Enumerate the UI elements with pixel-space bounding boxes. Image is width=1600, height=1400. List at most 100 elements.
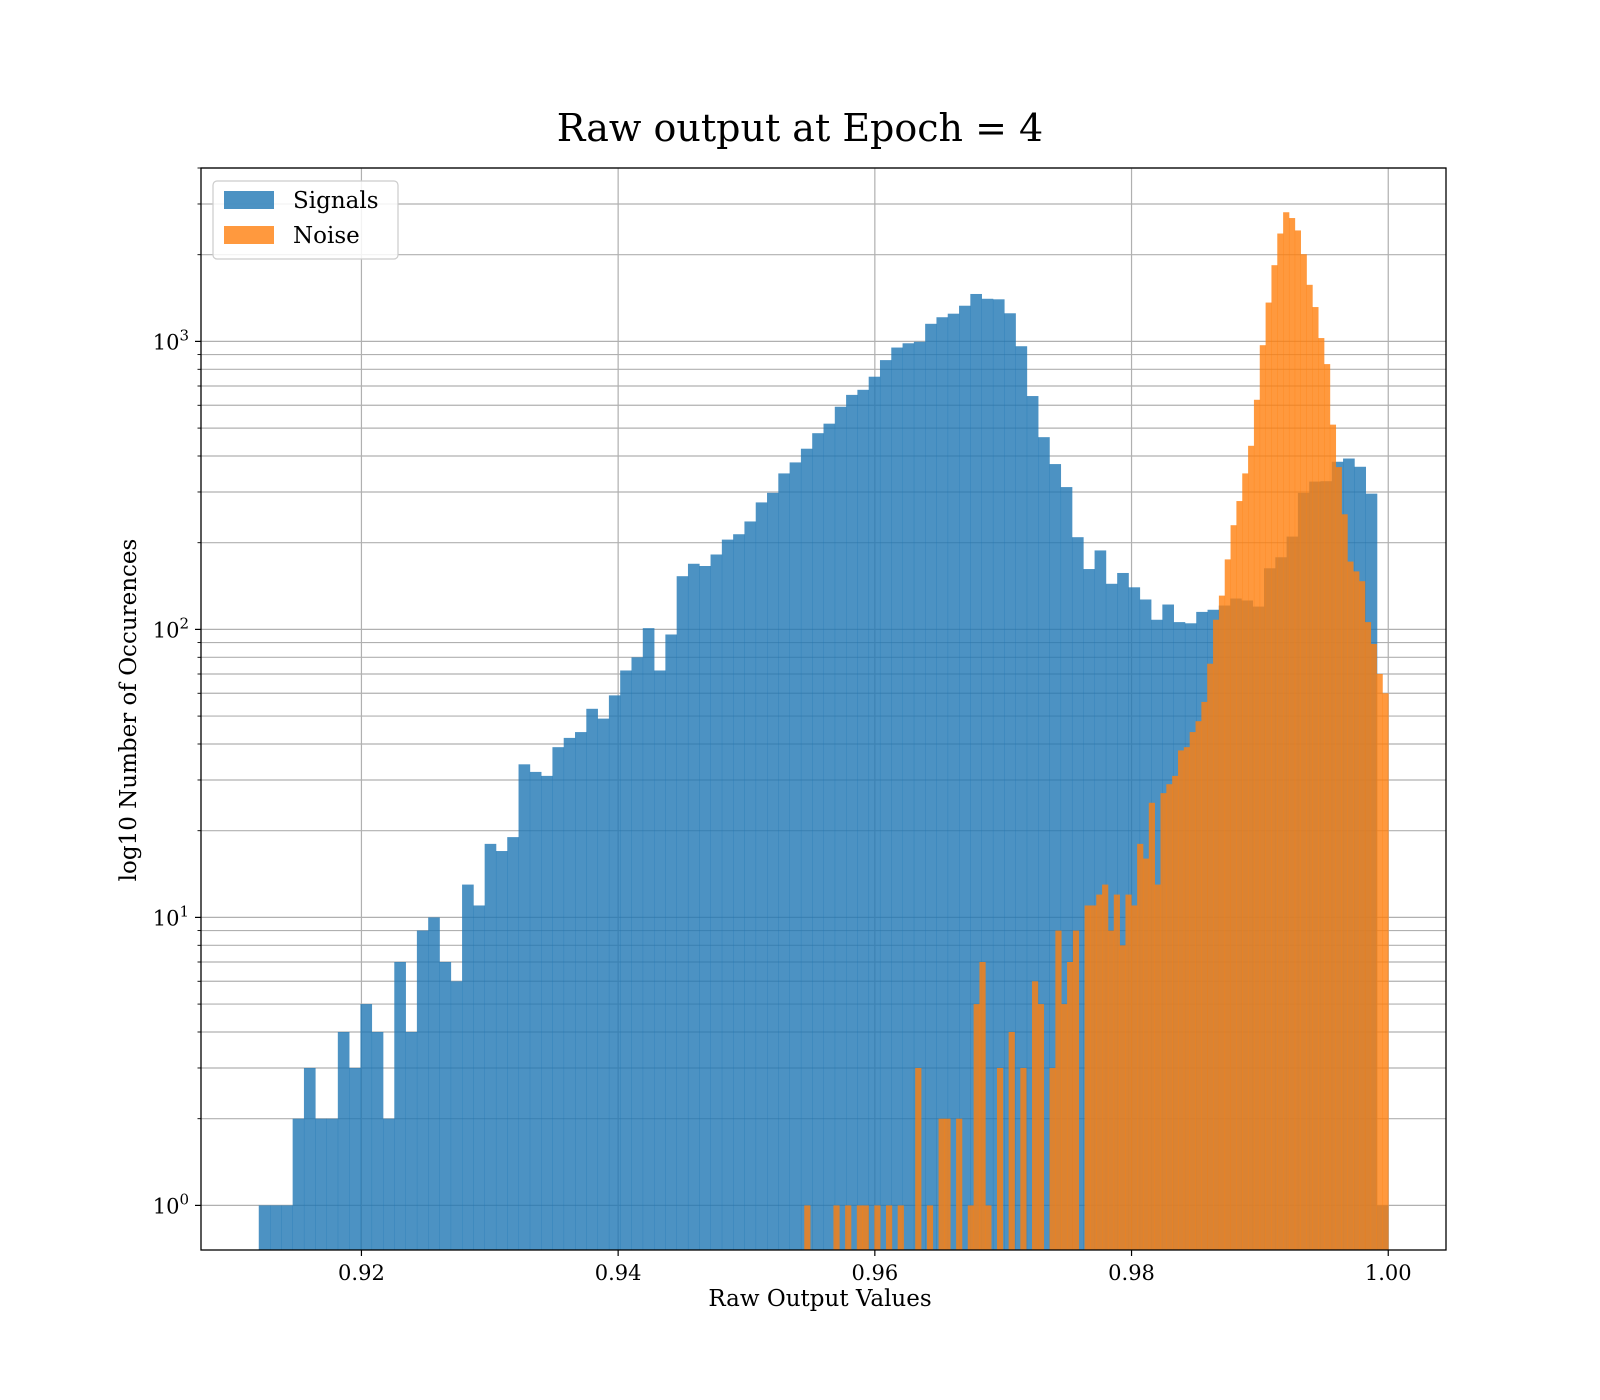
bar-noise: [804, 1205, 811, 1250]
bar-signals: [270, 1205, 282, 1250]
bar-signals: [936, 317, 949, 1250]
bar-signals: [676, 576, 689, 1250]
bar-noise: [1259, 345, 1266, 1251]
bar-signals: [1026, 396, 1039, 1250]
bar-signals: [394, 962, 406, 1250]
bar-signals: [450, 981, 463, 1250]
bar-signals: [868, 376, 881, 1250]
bar-noise: [1318, 338, 1325, 1251]
bar-noise: [1148, 802, 1155, 1250]
bar-signals: [631, 657, 644, 1250]
bar-noise: [1300, 254, 1307, 1251]
bar-signals: [563, 737, 576, 1250]
bar-signals: [552, 747, 565, 1250]
legend-swatch-signals: [224, 191, 274, 209]
bar-signals: [721, 539, 734, 1250]
bar-noise: [1008, 1031, 1015, 1250]
bar-signals: [891, 347, 903, 1250]
x-tick-label: 0.94: [595, 1261, 642, 1285]
bar-signals: [1049, 464, 1062, 1250]
bar-noise: [996, 1067, 1004, 1250]
bar-noise: [1107, 930, 1115, 1250]
legend: Signals Noise: [212, 180, 399, 260]
bar-signals: [834, 406, 847, 1250]
bar-signals: [541, 775, 553, 1250]
bar-noise: [1207, 663, 1214, 1250]
bar-noise: [1294, 230, 1301, 1251]
x-tick-label: 0.92: [338, 1261, 385, 1285]
bar-signals: [620, 670, 632, 1250]
bar-signals: [1060, 487, 1073, 1250]
bar-noise: [1037, 1004, 1045, 1250]
bar-noise: [1090, 905, 1097, 1250]
bar-noise: [1119, 945, 1126, 1250]
bar-noise: [1061, 1004, 1068, 1250]
bar-signals: [1004, 313, 1016, 1250]
bar-noise: [1236, 501, 1243, 1250]
bar-noise: [1201, 701, 1208, 1250]
bar-signals: [789, 462, 802, 1251]
bar-noise: [1072, 930, 1080, 1250]
bar-noise: [985, 1205, 992, 1250]
bar-signals: [981, 298, 994, 1250]
bar-noise: [1335, 467, 1342, 1250]
bar-signals: [360, 1004, 373, 1250]
bar-signals: [902, 343, 915, 1250]
bar-signals: [800, 448, 813, 1251]
bar-signals: [1117, 572, 1129, 1250]
bar-signals: [857, 389, 870, 1251]
bar-noise: [967, 1205, 974, 1250]
bar-noise: [1312, 307, 1319, 1250]
bar-noise: [1131, 905, 1138, 1250]
bar-noise: [1218, 595, 1226, 1250]
bar-noise: [1277, 233, 1284, 1250]
bar-signals: [970, 293, 982, 1251]
bar-noise: [1113, 894, 1120, 1250]
x-tick-label: 1.00: [1365, 1261, 1412, 1285]
legend-label-noise: Noise: [293, 223, 360, 249]
bar-noise: [938, 1118, 945, 1250]
bar-noise: [1248, 445, 1255, 1251]
y-tick-label: 100: [153, 1190, 189, 1218]
x-tick-label: 0.98: [1108, 1261, 1155, 1285]
bar-signals: [315, 1118, 327, 1250]
bar-signals: [823, 423, 836, 1250]
bar-noise: [944, 1118, 951, 1250]
bar-noise: [1172, 775, 1179, 1250]
bar-signals: [529, 771, 542, 1250]
chart-title: Raw output at Epoch = 4: [557, 106, 1043, 150]
histogram-bars: [258, 212, 1389, 1251]
bar-signals: [992, 299, 1005, 1250]
bar-signals: [416, 930, 429, 1250]
bar-noise: [886, 1205, 893, 1250]
bar-noise: [1364, 622, 1372, 1250]
legend-swatch-noise: [224, 226, 274, 244]
bar-noise: [926, 1205, 934, 1250]
bar-signals: [755, 502, 768, 1250]
bar-signals: [1015, 346, 1028, 1250]
bar-signals: [778, 473, 790, 1251]
bar-noise: [1242, 473, 1249, 1251]
bar-signals: [303, 1067, 316, 1250]
y-tick-label: 101: [153, 902, 189, 930]
bar-noise: [1359, 581, 1366, 1250]
bar-noise: [1055, 930, 1062, 1250]
bar-noise: [1353, 571, 1360, 1250]
bar-noise: [1376, 674, 1383, 1250]
plot-area-frame: [200, 167, 1447, 1251]
bar-noise: [1265, 302, 1272, 1250]
bar-signals: [1105, 583, 1118, 1250]
bar-noise: [1142, 858, 1150, 1250]
bar-noise: [1329, 424, 1337, 1250]
bar-noise: [915, 1067, 922, 1250]
bar-signals: [699, 566, 711, 1250]
y-axis-label: log10 Number of Occurences: [116, 539, 142, 882]
bar-signals: [687, 563, 700, 1250]
bar-noise: [1067, 962, 1074, 1250]
bar-noise: [1271, 265, 1278, 1250]
bar-signals: [767, 492, 779, 1250]
bar-signals: [654, 670, 666, 1250]
x-axis-label: Raw Output Values: [708, 1286, 931, 1312]
bar-noise: [856, 1205, 863, 1250]
